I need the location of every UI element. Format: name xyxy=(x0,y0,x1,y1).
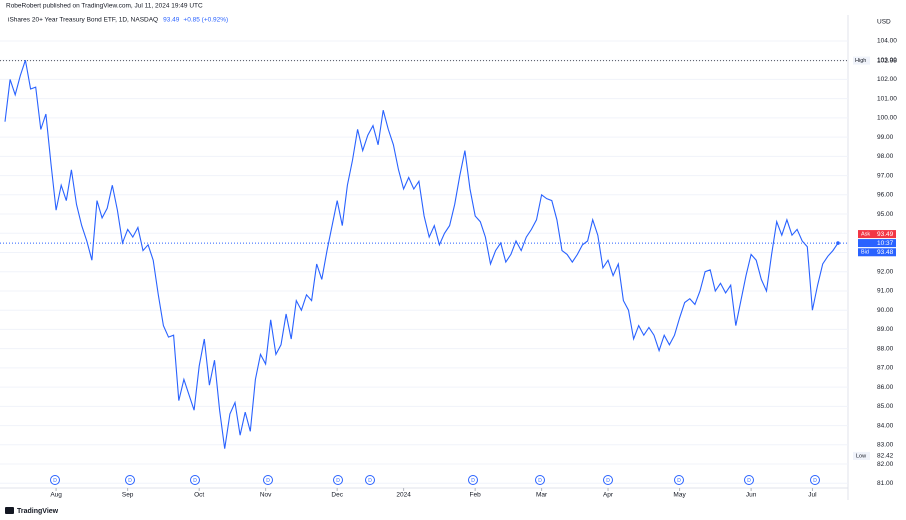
x-tick-label: Feb xyxy=(470,492,482,499)
dividend-icon xyxy=(263,475,273,485)
dividend-label: D xyxy=(471,478,475,484)
x-tick-label: Jul xyxy=(808,492,817,499)
y-tick-label: 86.00 xyxy=(877,384,894,391)
last-value: 93.49 xyxy=(163,17,180,24)
x-tick-label: 2024 xyxy=(396,492,411,499)
y-tick-label: 89.00 xyxy=(877,326,894,333)
currency: USD xyxy=(877,19,891,26)
countdown-tag xyxy=(858,239,896,248)
y-tick-label: 92.00 xyxy=(877,268,894,275)
dividend-label: D xyxy=(336,478,340,484)
ask-value: 93.49 xyxy=(877,231,894,238)
price-line xyxy=(4,60,839,449)
publisher: RobeRobert published on TradingView.com,… xyxy=(6,3,203,10)
y-tick-label: 102.00 xyxy=(877,76,897,83)
footer: TradingView xyxy=(5,507,59,515)
low-tag xyxy=(853,451,870,460)
dividend-icon xyxy=(50,475,60,485)
x-tick-label: Jun xyxy=(746,492,757,499)
high-value: 102.98 xyxy=(877,57,897,64)
dividend-label: D xyxy=(813,478,817,484)
x-tick-label: Mar xyxy=(536,492,548,499)
bid-value: 93.48 xyxy=(877,249,894,256)
dividend-icon xyxy=(603,475,613,485)
y-tick-label: 96.00 xyxy=(877,192,894,199)
countdown: 10:37 xyxy=(877,240,894,247)
dividend-label: D xyxy=(606,478,610,484)
high-tag xyxy=(853,56,870,65)
dividend-label: D xyxy=(747,478,751,484)
y-tick-label: 85.00 xyxy=(877,403,894,410)
y-tick-label: 87.00 xyxy=(877,365,894,372)
ask-tag xyxy=(858,230,896,239)
y-tick-label: 91.00 xyxy=(877,288,894,295)
dividend-label: D xyxy=(128,478,132,484)
dividend-label: D xyxy=(193,478,197,484)
y-tick-label: 88.00 xyxy=(877,345,894,352)
dividend-icon xyxy=(744,475,754,485)
y-tick-label: 101.00 xyxy=(877,95,897,102)
brand: TradingView xyxy=(17,508,59,515)
bid-tag xyxy=(858,248,896,257)
dividend-label: D xyxy=(368,478,372,484)
dividend-icon xyxy=(333,475,343,485)
x-tick-label: Aug xyxy=(50,492,62,499)
x-tick-label: Dec xyxy=(331,492,343,499)
y-tick-label: 95.00 xyxy=(877,211,894,218)
dividend-icon xyxy=(810,475,820,485)
chart-title: iShares 20+ Year Treasury Bond ETF, 1D, … xyxy=(8,17,158,24)
x-tick-label: Oct xyxy=(194,492,204,499)
dividend-icon xyxy=(535,475,545,485)
dividend-icon xyxy=(674,475,684,485)
x-tick-label: Sep xyxy=(122,492,134,499)
high-label: High xyxy=(855,58,866,64)
y-tick-label: 84.00 xyxy=(877,422,894,429)
y-tick-label: 82.00 xyxy=(877,461,894,468)
change: +0.85 (+0.92%) xyxy=(183,17,228,24)
y-tick-label: 83.00 xyxy=(877,442,894,449)
dividend-label: D xyxy=(266,478,270,484)
dividend-label: D xyxy=(53,478,57,484)
low-value: 82.42 xyxy=(877,453,894,460)
dividend-label: D xyxy=(677,478,681,484)
low-label: Low xyxy=(856,453,866,459)
last-point xyxy=(836,241,840,245)
dividend-label: D xyxy=(538,478,542,484)
y-tick-label: 103.00 xyxy=(877,57,897,64)
bid-label: Bid xyxy=(861,250,869,256)
ask-label: Ask xyxy=(861,232,870,238)
y-tick-label: 99.00 xyxy=(877,134,894,141)
dividend-icon xyxy=(365,475,375,485)
logo xyxy=(5,507,14,514)
y-tick-label: 97.00 xyxy=(877,172,894,179)
y-tick-label: 90.00 xyxy=(877,307,894,314)
y-tick-label: 100.00 xyxy=(877,115,897,122)
y-tick-label: 104.00 xyxy=(877,38,897,45)
dividend-icon xyxy=(125,475,135,485)
x-tick-label: May xyxy=(673,492,686,499)
dividend-icon xyxy=(468,475,478,485)
dividend-icon xyxy=(190,475,200,485)
y-tick-label: 98.00 xyxy=(877,153,894,160)
y-tick-label: 81.00 xyxy=(877,480,894,487)
x-tick-label: Nov xyxy=(260,492,272,499)
x-tick-label: Apr xyxy=(603,492,614,499)
